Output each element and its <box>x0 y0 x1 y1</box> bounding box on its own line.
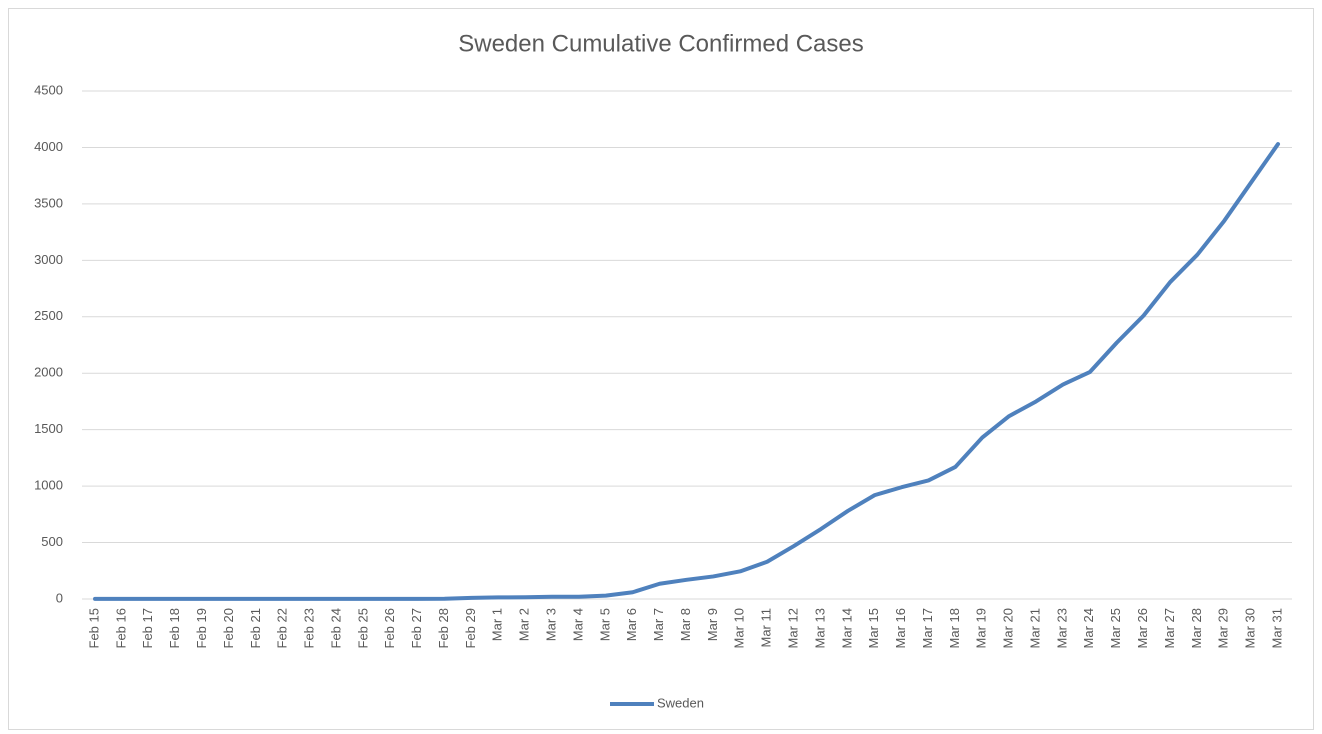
legend-label: Sweden <box>657 695 704 710</box>
y-tick-label: 2000 <box>34 365 63 380</box>
x-tick-label: Mar 16 <box>893 608 908 648</box>
x-tick-label: Mar 18 <box>947 608 962 648</box>
series-line <box>93 142 1280 601</box>
x-tick-label: Feb 24 <box>328 608 343 648</box>
x-tick-label: Mar 24 <box>1081 608 1096 648</box>
x-tick-label: Feb 22 <box>275 608 290 648</box>
x-tick-label: Mar 9 <box>705 608 720 641</box>
x-tick-label: Mar 25 <box>1108 608 1123 648</box>
x-tick-label: Feb 16 <box>113 608 128 648</box>
y-tick-label: 1500 <box>34 421 63 436</box>
x-tick-label: Mar 2 <box>517 608 532 641</box>
y-tick-label: 500 <box>41 534 63 549</box>
x-tick-label: Mar 11 <box>759 608 774 648</box>
x-tick-label: Mar 10 <box>732 608 747 648</box>
x-tick-label: Mar 30 <box>1243 608 1258 648</box>
x-tick-label: Mar 5 <box>597 608 612 641</box>
x-tick-label: Feb 25 <box>355 608 370 648</box>
x-tick-label: Feb 29 <box>463 608 478 648</box>
x-tick-label: Mar 19 <box>974 608 989 648</box>
x-tick-label: Feb 23 <box>302 608 317 648</box>
y-tick-label: 1000 <box>34 478 63 493</box>
x-tick-label: Feb 17 <box>140 608 155 648</box>
x-tick-label: Feb 15 <box>86 608 101 648</box>
x-tick-label: Mar 6 <box>624 608 639 641</box>
x-tick-label: Mar 21 <box>1027 608 1042 648</box>
y-tick-label: 2500 <box>34 308 63 323</box>
y-tick-label: 3500 <box>34 195 63 210</box>
x-tick-label: Mar 23 <box>1054 608 1069 648</box>
x-tick-label: Mar 26 <box>1135 608 1150 648</box>
y-tick-label: 4000 <box>34 139 63 154</box>
x-tick-label: Mar 4 <box>570 608 585 641</box>
x-tick-label: Mar 7 <box>651 608 666 641</box>
x-tick-label: Mar 12 <box>785 608 800 648</box>
chart-border <box>8 8 1314 730</box>
x-tick-label: Feb 20 <box>221 608 236 648</box>
x-tick-label: Mar 20 <box>1001 608 1016 648</box>
x-tick-label: Mar 8 <box>678 608 693 641</box>
x-tick-label: Feb 18 <box>167 608 182 648</box>
x-tick-label: Mar 28 <box>1189 608 1204 648</box>
y-tick-label: 4500 <box>34 82 63 97</box>
x-tick-label: Feb 21 <box>248 608 263 648</box>
x-tick-label: Feb 28 <box>436 608 451 648</box>
x-tick-label: Mar 15 <box>866 608 881 648</box>
y-tick-label: 3000 <box>34 252 63 267</box>
x-tick-label: Feb 19 <box>194 608 209 648</box>
x-tick-label: Feb 27 <box>409 608 424 648</box>
x-tick-label: Mar 29 <box>1216 608 1231 648</box>
y-tick-label: 0 <box>56 590 63 605</box>
x-tick-label: Mar 27 <box>1162 608 1177 648</box>
chart-title: Sweden Cumulative Confirmed Cases <box>458 30 864 57</box>
x-tick-label: Feb 26 <box>382 608 397 648</box>
x-tick-label: Mar 1 <box>490 608 505 641</box>
x-tick-label: Mar 14 <box>839 608 854 648</box>
x-tick-label: Mar 17 <box>920 608 935 648</box>
x-tick-label: Mar 31 <box>1269 608 1284 648</box>
x-tick-label: Mar 13 <box>812 608 827 648</box>
x-tick-label: Mar 3 <box>544 608 559 641</box>
